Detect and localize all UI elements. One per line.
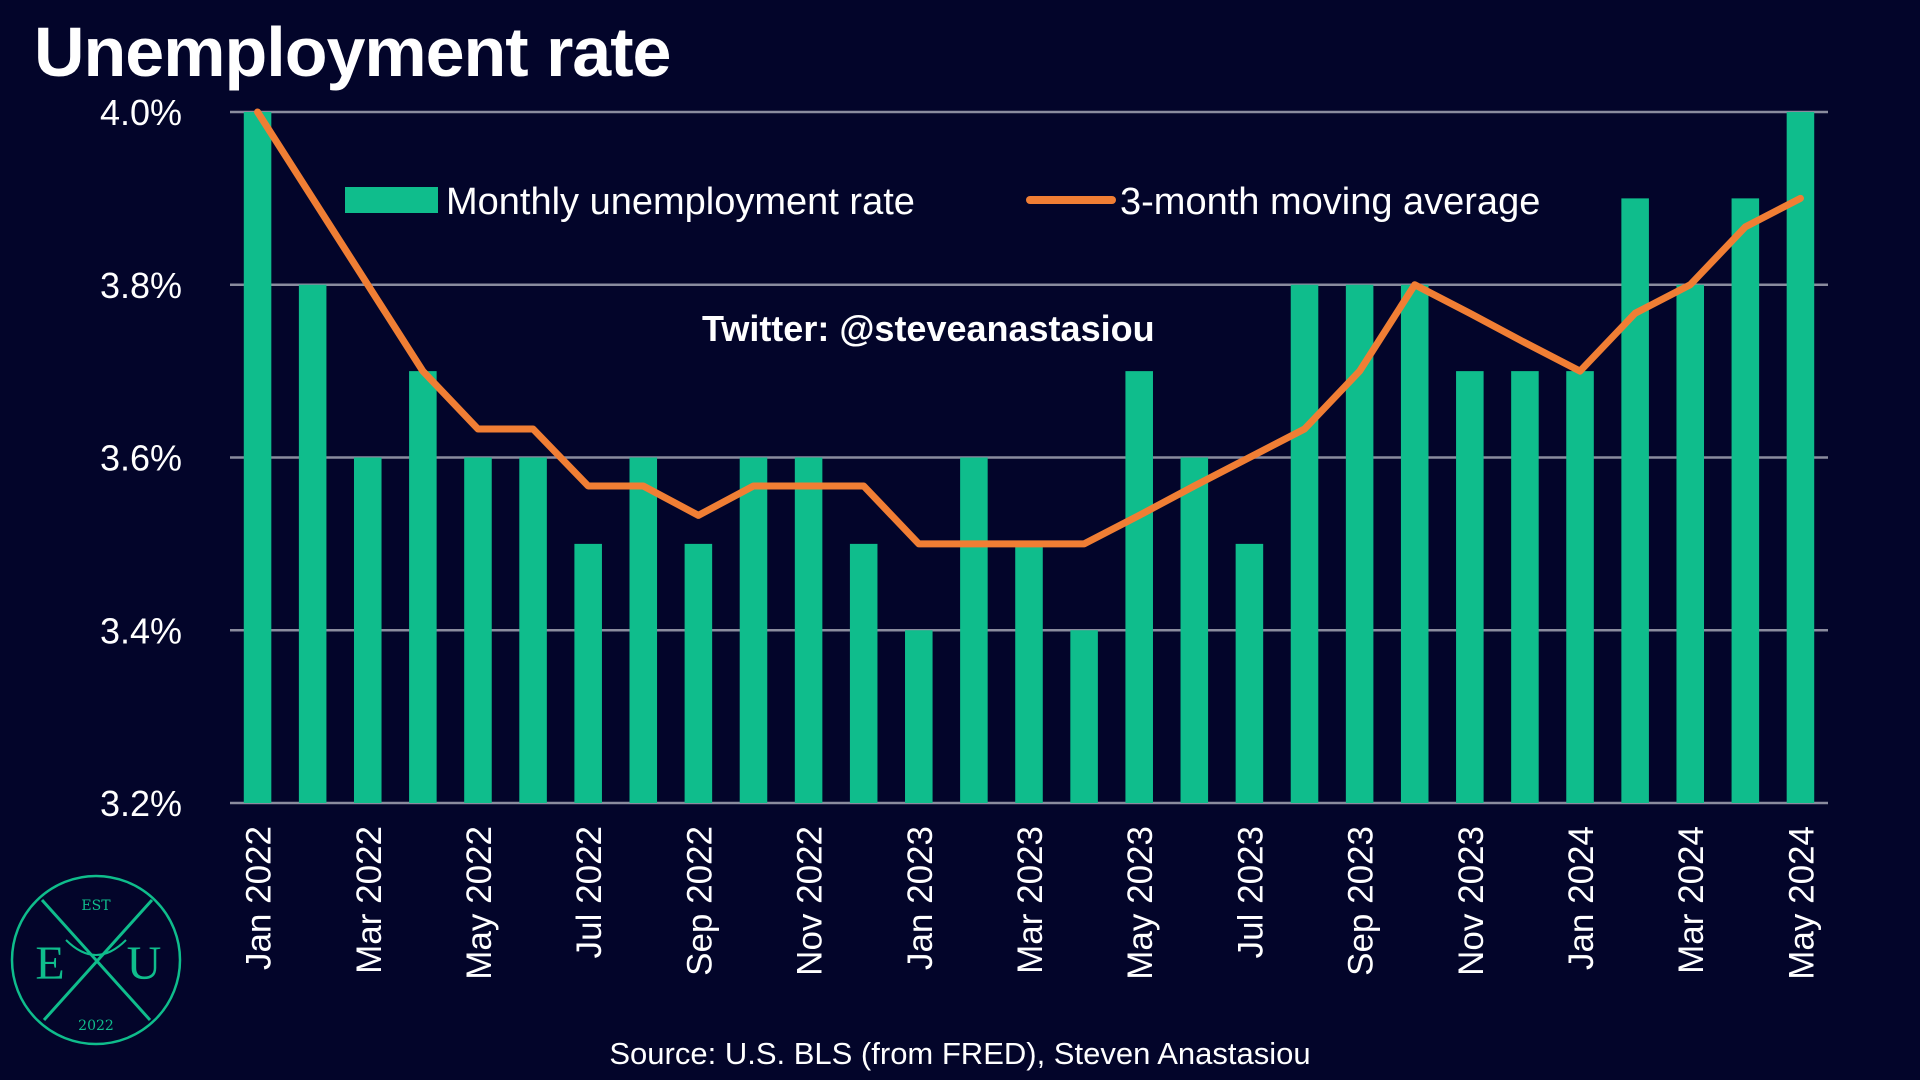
x-tick-label: Jan 2022: [240, 826, 279, 970]
bar: [519, 457, 547, 803]
logo-letter-e: E: [35, 937, 64, 990]
bar: [409, 371, 437, 803]
bar: [1566, 371, 1594, 803]
x-tick-label: Mar 2023: [1011, 826, 1050, 974]
x-tick-label: Nov 2022: [791, 826, 830, 976]
legend-label-line: 3-month moving average: [1120, 181, 1540, 223]
legend-label-bar: Monthly unemployment rate: [446, 181, 915, 223]
bar: [298, 284, 327, 803]
logo-est: EST: [81, 898, 111, 914]
bar: [739, 457, 768, 803]
x-tick-label: Mar 2024: [1672, 826, 1711, 974]
bar: [684, 543, 713, 803]
x-tick-label: May 2024: [1782, 826, 1821, 980]
legend-swatch-bar: [345, 187, 438, 213]
bar: [1511, 371, 1539, 803]
x-tick-label: Jan 2024: [1562, 826, 1601, 970]
moving-average-line: [254, 108, 1804, 548]
bar: [1125, 371, 1153, 803]
x-tick-label: Jan 2023: [901, 826, 940, 970]
chart-title: Unemployment rate: [34, 13, 671, 91]
bar: [1180, 457, 1209, 803]
x-tick-label: Jul 2022: [570, 826, 609, 958]
x-axis-ticks: Jan 2022 Mar 2022 May 2022 Jul 2022 Sep 2022…: [240, 826, 1822, 980]
logo-letter-u: U: [127, 937, 162, 990]
bar: [353, 457, 382, 803]
x-tick-label: Nov 2023: [1452, 826, 1491, 976]
bar: [1621, 198, 1649, 803]
x-tick-label: Jul 2023: [1231, 826, 1270, 958]
bar: [1015, 543, 1043, 803]
bar: [574, 543, 602, 803]
bar: [629, 457, 658, 803]
line-series: [254, 108, 1804, 548]
y-tick-label: 4.0%: [100, 92, 182, 133]
bar: [849, 543, 878, 803]
bar: [1235, 543, 1264, 803]
exu-logo: EST E U 2022: [10, 874, 182, 1046]
y-tick-label: 3.4%: [100, 610, 182, 651]
legend: Monthly unemployment rate 3-month moving…: [345, 181, 1540, 223]
y-tick-label: 3.8%: [100, 265, 182, 306]
x-tick-label: Sep 2022: [680, 826, 719, 976]
bar: [243, 112, 272, 803]
bar: [1676, 284, 1705, 803]
bar: [1400, 284, 1429, 803]
bar: [960, 457, 988, 803]
bar: [464, 457, 492, 803]
bar: [1456, 371, 1484, 803]
bar-series: [243, 112, 1815, 803]
bar: [1290, 284, 1319, 803]
bar: [1731, 198, 1760, 803]
x-tick-label: May 2022: [460, 826, 499, 980]
bar: [905, 630, 933, 803]
bar: [794, 457, 823, 803]
bar: [1786, 112, 1815, 803]
y-tick-label: 3.6%: [100, 438, 182, 479]
y-axis-ticks: 3.2% 3.4% 3.6% 3.8% 4.0%: [100, 92, 182, 824]
source-note: Source: U.S. BLS (from FRED), Steven Ana…: [609, 1036, 1311, 1071]
y-tick-label: 3.2%: [100, 783, 182, 824]
x-tick-label: Mar 2022: [350, 826, 389, 974]
x-tick-label: Sep 2023: [1342, 826, 1381, 976]
bar: [1070, 630, 1098, 803]
logo-year: 2022: [78, 1018, 114, 1034]
twitter-watermark: Twitter: @steveanastasiou: [702, 308, 1155, 349]
x-tick-label: May 2023: [1121, 826, 1160, 980]
